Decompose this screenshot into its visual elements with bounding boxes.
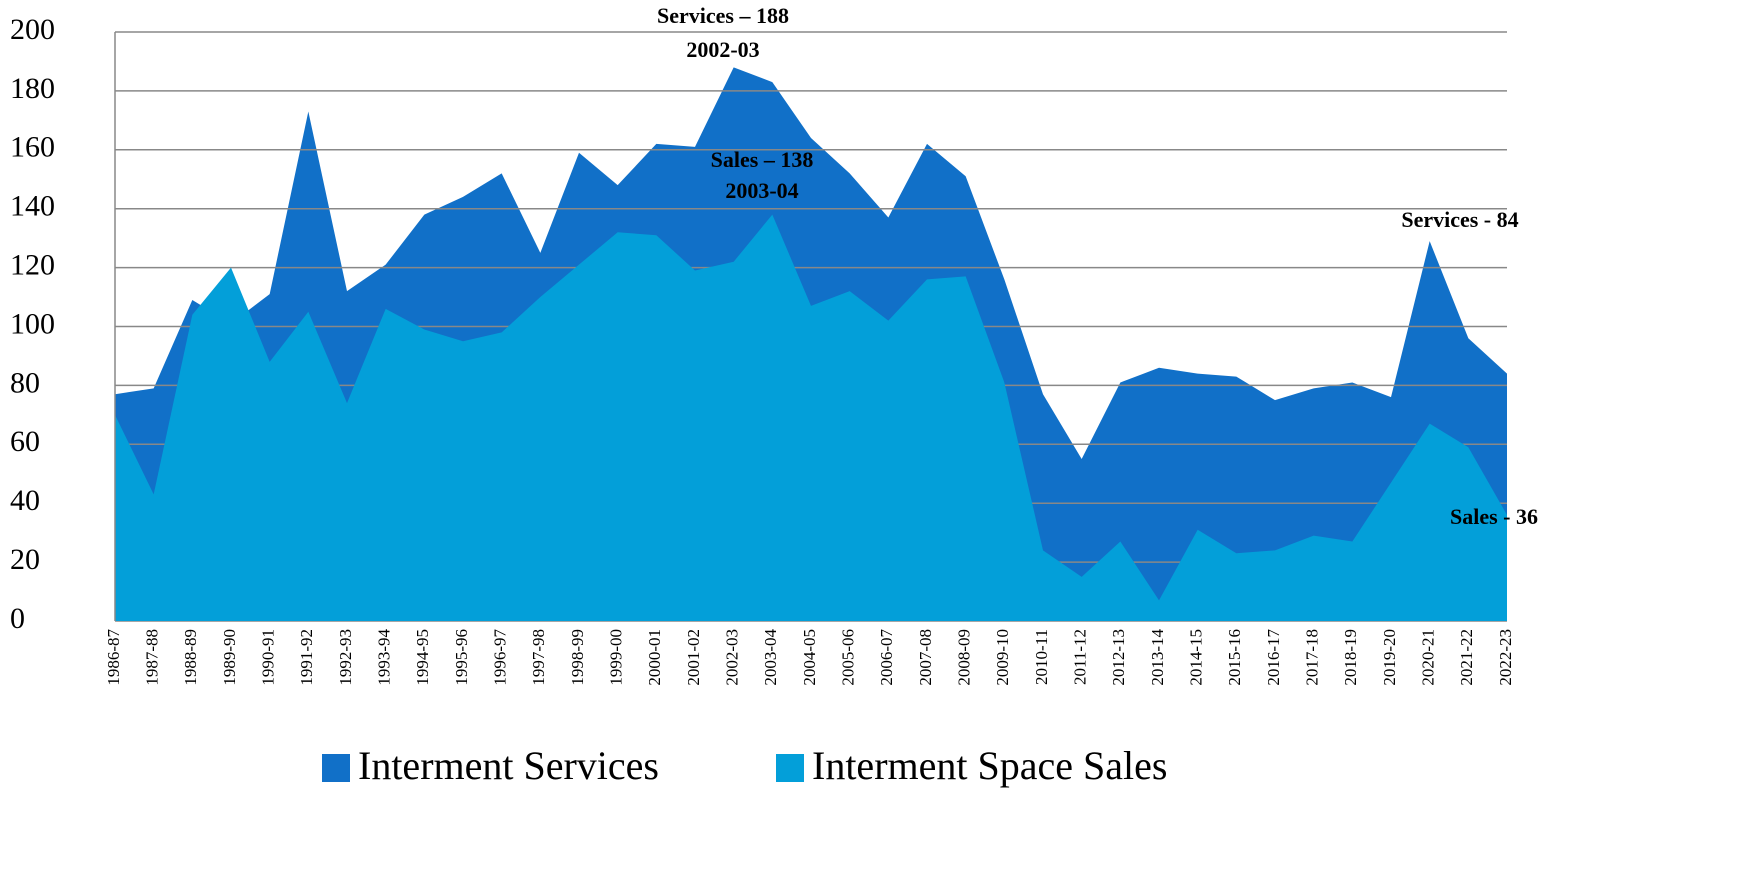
y-tick-label: 140 xyxy=(10,190,55,223)
x-tick-label: 2004-05 xyxy=(800,629,819,686)
x-tick-label: 2003-04 xyxy=(761,629,780,686)
x-tick-label: 1998-99 xyxy=(568,629,587,686)
y-tick-label: 100 xyxy=(10,307,55,340)
legend-swatch xyxy=(322,754,350,782)
y-tick-label: 180 xyxy=(10,72,55,105)
x-tick-label: 2017-18 xyxy=(1303,629,1322,686)
x-tick-label: 2016-17 xyxy=(1264,629,1283,686)
y-tick-label: 20 xyxy=(10,543,40,576)
annotation: Sales - 36 xyxy=(1450,504,1538,529)
legend-label: Interment Space Sales xyxy=(812,743,1167,788)
x-tick-label: 2009-10 xyxy=(993,629,1012,686)
x-tick-label: 1995-96 xyxy=(452,629,471,686)
y-tick-label: 0 xyxy=(10,602,25,635)
x-tick-label: 1989-90 xyxy=(220,629,239,686)
x-tick-label: 2020-21 xyxy=(1419,629,1438,686)
annotation: Sales – 138 xyxy=(711,147,814,172)
x-tick-label: 1991-92 xyxy=(297,629,316,686)
annotation: 2003-04 xyxy=(725,178,798,203)
legend-label: Interment Services xyxy=(358,743,659,788)
annotation: 2002-03 xyxy=(686,37,759,62)
y-tick-label: 60 xyxy=(10,425,40,458)
y-tick-label: 80 xyxy=(10,366,40,399)
x-tick-label: 1997-98 xyxy=(529,629,548,686)
x-tick-label: 2010-11 xyxy=(1032,629,1051,685)
x-tick-label: 1986-87 xyxy=(104,629,123,686)
y-tick-label: 120 xyxy=(10,248,55,281)
y-tick-label: 160 xyxy=(10,131,55,164)
x-tick-label: 1994-95 xyxy=(413,629,432,686)
x-tick-label: 2006-07 xyxy=(877,629,896,686)
x-tick-label: 2008-09 xyxy=(955,629,974,686)
x-tick-label: 2002-03 xyxy=(723,629,742,686)
area xyxy=(115,214,1507,621)
x-tick-label: 2015-16 xyxy=(1225,629,1244,686)
x-tick-label: 2013-14 xyxy=(1148,629,1167,686)
x-tick-label: 2018-19 xyxy=(1341,629,1360,686)
x-tick-label: 1987-88 xyxy=(143,629,162,686)
x-tick-label: 1990-91 xyxy=(259,629,278,686)
legend-swatch xyxy=(776,754,804,782)
x-tick-label: 1988-89 xyxy=(181,629,200,686)
x-tick-label: 1992-93 xyxy=(336,629,355,686)
x-tick-label: 2022-23 xyxy=(1496,629,1515,686)
x-tick-label: 2012-13 xyxy=(1109,629,1128,686)
y-tick-label: 40 xyxy=(10,484,40,517)
x-tick-label: 1999-00 xyxy=(607,629,626,686)
annotation: Services - 84 xyxy=(1401,207,1518,232)
x-tick-label: 2001-02 xyxy=(684,629,703,686)
x-tick-label: 1996-97 xyxy=(491,629,510,686)
x-tick-label: 2007-08 xyxy=(916,629,935,686)
x-tick-label: 2005-06 xyxy=(839,629,858,686)
x-tick-label: 2000-01 xyxy=(645,629,664,686)
x-tick-label: 2011-12 xyxy=(1071,629,1090,685)
x-tick-label: 2014-15 xyxy=(1187,629,1206,686)
x-tick-label: 2021-22 xyxy=(1457,629,1476,686)
annotation: Services – 188 xyxy=(657,3,789,28)
y-tick-label: 200 xyxy=(10,13,55,46)
x-tick-label: 2019-20 xyxy=(1380,629,1399,686)
x-tick-label: 1993-94 xyxy=(375,629,394,686)
